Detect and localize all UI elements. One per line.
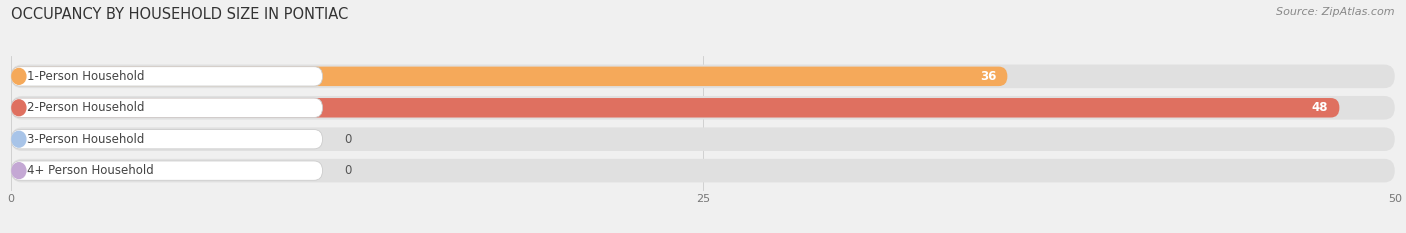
FancyBboxPatch shape (11, 67, 322, 86)
FancyBboxPatch shape (11, 67, 1007, 86)
FancyBboxPatch shape (11, 161, 322, 180)
Text: OCCUPANCY BY HOUSEHOLD SIZE IN PONTIAC: OCCUPANCY BY HOUSEHOLD SIZE IN PONTIAC (11, 7, 349, 22)
FancyBboxPatch shape (11, 96, 1395, 120)
Text: 36: 36 (980, 70, 997, 83)
Text: Source: ZipAtlas.com: Source: ZipAtlas.com (1277, 7, 1395, 17)
FancyBboxPatch shape (11, 98, 322, 117)
Circle shape (11, 69, 25, 84)
FancyBboxPatch shape (11, 130, 322, 149)
Text: 4+ Person Household: 4+ Person Household (27, 164, 155, 177)
Text: 1-Person Household: 1-Person Household (27, 70, 145, 83)
FancyBboxPatch shape (11, 65, 1395, 88)
Circle shape (11, 100, 25, 116)
Text: 3-Person Household: 3-Person Household (27, 133, 145, 146)
Text: 2-Person Household: 2-Person Household (27, 101, 145, 114)
Circle shape (11, 131, 25, 147)
Circle shape (11, 163, 25, 178)
FancyBboxPatch shape (11, 127, 1395, 151)
Text: 0: 0 (344, 164, 352, 177)
FancyBboxPatch shape (11, 98, 1340, 117)
Text: 48: 48 (1312, 101, 1329, 114)
Text: 0: 0 (344, 133, 352, 146)
FancyBboxPatch shape (11, 159, 1395, 182)
